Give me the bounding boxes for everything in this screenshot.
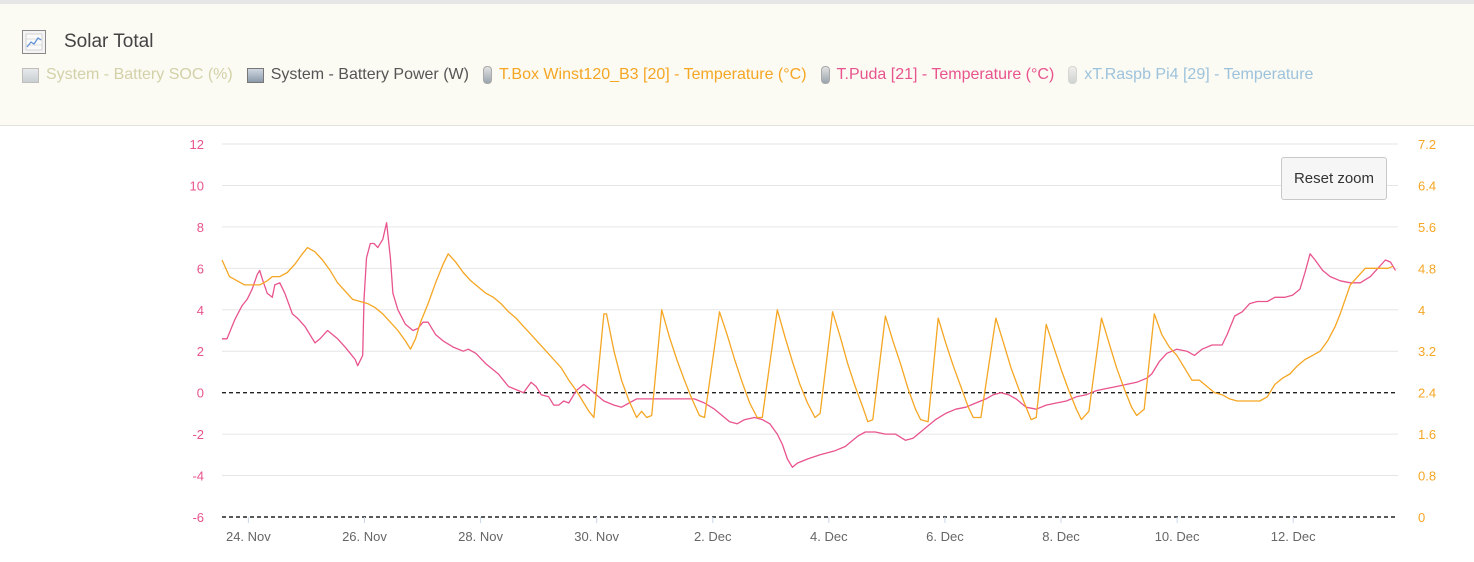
chart-legend: System - Battery SOC (%) System - Batter…: [22, 66, 1327, 84]
series-line-tpuda: [222, 222, 1397, 468]
y-left-tick-label: 8: [197, 220, 204, 235]
x-tick-label: 10. Dec: [1155, 529, 1200, 544]
chart-icon: [22, 30, 46, 54]
y-right-tick-label: 4.8: [1418, 261, 1436, 276]
legend-item-raspb-temperature[interactable]: xT.Raspb Pi4 [29] - Temperature: [1068, 66, 1313, 84]
y-right-tick-label: 1.6: [1418, 427, 1436, 442]
x-tick-label: 24. Nov: [226, 529, 271, 544]
legend-item-tbox-temperature[interactable]: T.Box Winst120_B3 [20] - Temperature (°C…: [482, 66, 807, 84]
page-title: Solar Total: [64, 31, 154, 52]
y-right-tick-label: 7.2: [1418, 137, 1436, 152]
series-line-tbox: [221, 246, 1394, 423]
y-left-tick-label: 6: [197, 261, 204, 276]
y-right-tick-label: 6.4: [1418, 178, 1436, 193]
x-tick-label: 30. Nov: [574, 529, 619, 544]
y-left-tick-label: 12: [190, 137, 204, 152]
thermometer-icon: [820, 66, 830, 84]
line-chart[interactable]: 12 7.2 10 6.4 8 5.6 6 4.8 4 4 2 3.2 0 2.4 -2 1.6 -4 0.8 -6…: [0, 126, 1474, 562]
x-tick-label: 12. Dec: [1271, 529, 1316, 544]
legend-item-tpuda-temperature[interactable]: T.Puda [21] - Temperature (°C): [820, 66, 1055, 84]
legend-label: T.Box Winst120_B3 [20] - Temperature (°C…: [498, 66, 807, 83]
y-right-tick-label: 0: [1418, 510, 1425, 525]
x-tick-label: 2. Dec: [694, 529, 732, 544]
title-row: Solar Total: [22, 30, 153, 54]
x-tick-label: 26. Nov: [342, 529, 387, 544]
y-left-tick-label: 4: [197, 303, 204, 318]
y-left-tick-label: 0: [197, 386, 204, 401]
reset-zoom-button[interactable]: Reset zoom: [1281, 157, 1387, 200]
y-left-tick-label: -2: [192, 427, 204, 442]
thermometer-icon: [1068, 66, 1078, 84]
top-border: [0, 0, 1474, 4]
x-tick-label: 4. Dec: [810, 529, 848, 544]
thermometer-icon: [482, 66, 492, 84]
y-right-tick-label: 5.6: [1418, 220, 1436, 235]
y-left-tick-label: 10: [190, 178, 204, 193]
legend-label: T.Puda [21] - Temperature (°C): [836, 66, 1055, 83]
y-right-tick-label: 0.8: [1418, 469, 1436, 484]
chart-area[interactable]: 12 7.2 10 6.4 8 5.6 6 4.8 4 4 2 3.2 0 2.4 -2 1.6 -4 0.8 -6…: [0, 126, 1474, 562]
legend-label: System - Battery Power (W): [270, 66, 469, 83]
y-right-tick-label: 2.4: [1418, 386, 1436, 401]
legend-item-battery-soc[interactable]: System - Battery SOC (%): [22, 66, 233, 84]
legend-label: System - Battery SOC (%): [46, 66, 233, 83]
chart-header: Solar Total System - Battery SOC (%) Sys…: [0, 4, 1474, 126]
y-left-tick-label: -4: [192, 469, 204, 484]
y-left-tick-label: -6: [192, 510, 204, 525]
x-tick-label: 8. Dec: [1042, 529, 1080, 544]
y-right-tick-label: 4: [1418, 303, 1425, 318]
x-tick-label: 6. Dec: [926, 529, 964, 544]
x-tick-label: 28. Nov: [458, 529, 503, 544]
system-icon: [246, 67, 264, 83]
y-right-tick-label: 3.2: [1418, 344, 1436, 359]
legend-item-battery-power[interactable]: System - Battery Power (W): [246, 66, 469, 84]
y-left-tick-label: 2: [197, 344, 204, 359]
legend-label: xT.Raspb Pi4 [29] - Temperature: [1084, 66, 1314, 83]
system-icon: [22, 67, 39, 83]
